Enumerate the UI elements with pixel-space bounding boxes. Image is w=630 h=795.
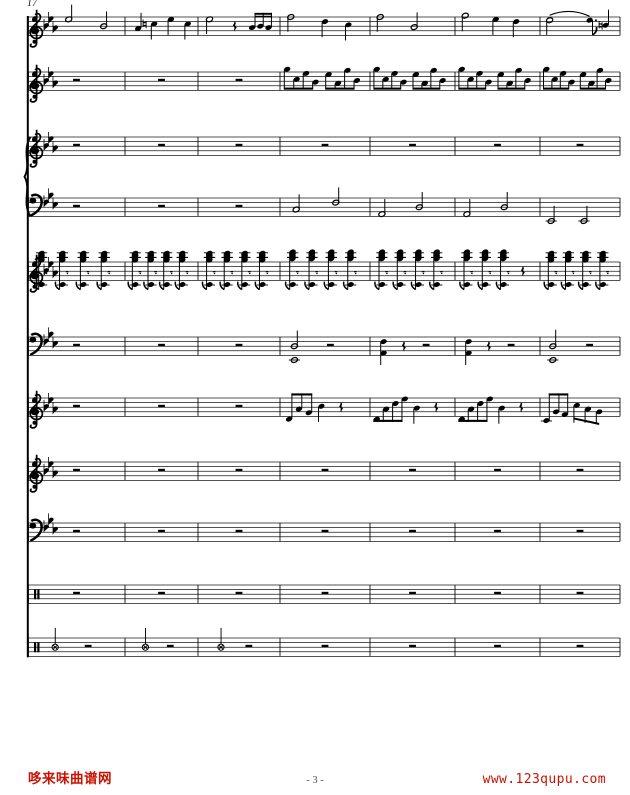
page-number: - 3 - <box>306 775 324 786</box>
page-footer: 哆来味曲谱网 - 3 - www.123qupu.com <box>0 765 630 789</box>
watermark-site-url: www.123qupu.com <box>482 772 606 787</box>
measure-number: 17 <box>27 0 37 9</box>
watermark-site-name: 哆来味曲谱网 <box>28 771 112 787</box>
